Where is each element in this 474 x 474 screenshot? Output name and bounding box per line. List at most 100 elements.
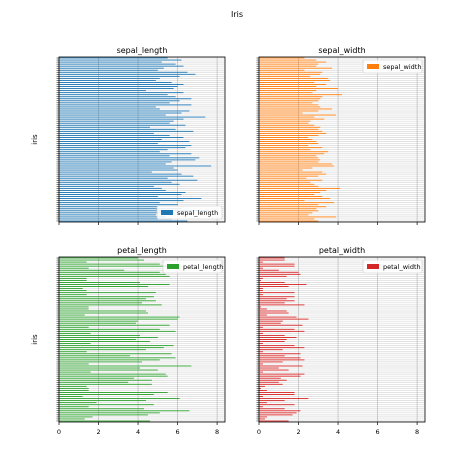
bar xyxy=(59,102,170,104)
bar xyxy=(259,185,319,187)
bar xyxy=(59,65,184,67)
bar xyxy=(59,177,168,179)
bar xyxy=(259,420,289,422)
bar xyxy=(259,310,287,312)
bar xyxy=(259,108,333,110)
bar xyxy=(259,312,289,314)
bar xyxy=(259,318,309,320)
bar xyxy=(259,118,325,120)
bar xyxy=(59,328,160,330)
bar xyxy=(59,106,156,108)
bar xyxy=(59,137,184,138)
bar xyxy=(59,265,170,267)
bar xyxy=(259,345,295,347)
bar xyxy=(59,375,168,377)
bar xyxy=(259,145,309,147)
bar xyxy=(259,357,301,359)
bar xyxy=(59,189,166,191)
bar xyxy=(59,282,141,283)
bar xyxy=(59,275,170,277)
bar xyxy=(259,292,295,294)
bar xyxy=(259,308,267,310)
bar xyxy=(259,59,317,61)
bar xyxy=(259,163,333,165)
bar xyxy=(59,398,180,400)
bar xyxy=(59,345,174,347)
subplot-title: petal_width xyxy=(319,246,365,255)
figure-title: Iris xyxy=(231,10,243,19)
bar xyxy=(259,265,295,267)
bar xyxy=(259,398,309,400)
bar xyxy=(59,308,89,310)
bar xyxy=(259,98,321,100)
bar xyxy=(259,328,295,330)
bar xyxy=(259,61,327,63)
bar xyxy=(259,196,323,197)
bar xyxy=(59,404,154,406)
bar xyxy=(59,194,182,195)
bar xyxy=(259,324,303,326)
legend-swatch xyxy=(367,64,379,69)
bar xyxy=(259,120,311,122)
bar xyxy=(259,339,287,340)
bar xyxy=(259,279,261,281)
bar xyxy=(59,163,166,165)
bar xyxy=(59,149,168,151)
legend: petal_length xyxy=(162,259,223,274)
bar xyxy=(59,88,174,90)
bar xyxy=(59,343,91,345)
bar xyxy=(59,389,89,391)
bar xyxy=(259,337,297,338)
bar xyxy=(59,204,178,206)
legend-label: petal_length xyxy=(183,263,223,271)
bar xyxy=(59,355,131,357)
legend-swatch xyxy=(367,264,379,269)
bar xyxy=(59,288,83,290)
plot-frame xyxy=(258,256,426,423)
bar xyxy=(59,406,89,408)
bar xyxy=(59,139,162,140)
bar xyxy=(259,412,297,414)
bar xyxy=(259,269,279,271)
bar xyxy=(59,171,152,173)
bar xyxy=(59,110,190,112)
bar xyxy=(59,214,156,216)
bar xyxy=(259,373,305,375)
bar xyxy=(259,194,315,195)
bar xyxy=(59,120,174,122)
bar xyxy=(59,381,129,383)
bar xyxy=(259,286,289,287)
bar xyxy=(259,341,285,342)
bar xyxy=(59,202,160,204)
bar xyxy=(259,92,313,94)
bar xyxy=(259,139,313,140)
bar xyxy=(259,302,285,304)
bar xyxy=(59,416,93,418)
bar xyxy=(259,220,319,222)
bar xyxy=(259,367,279,369)
legend-swatch xyxy=(161,210,173,215)
bar xyxy=(259,379,287,381)
bar xyxy=(259,267,263,269)
bar xyxy=(259,210,319,212)
bar xyxy=(259,387,261,389)
bar xyxy=(59,394,154,395)
bar xyxy=(259,173,327,175)
bar xyxy=(259,177,307,179)
x-tick-label: 8 xyxy=(215,428,219,436)
bar xyxy=(259,94,342,96)
bar xyxy=(59,367,141,369)
bar xyxy=(59,341,150,342)
bar xyxy=(59,304,162,306)
bar xyxy=(59,114,166,116)
bar xyxy=(259,375,301,377)
bar xyxy=(59,286,148,287)
bar xyxy=(59,86,178,87)
bar xyxy=(259,288,263,290)
bar xyxy=(259,114,337,116)
bar xyxy=(259,298,287,300)
bar xyxy=(259,332,263,334)
bar xyxy=(259,157,319,159)
